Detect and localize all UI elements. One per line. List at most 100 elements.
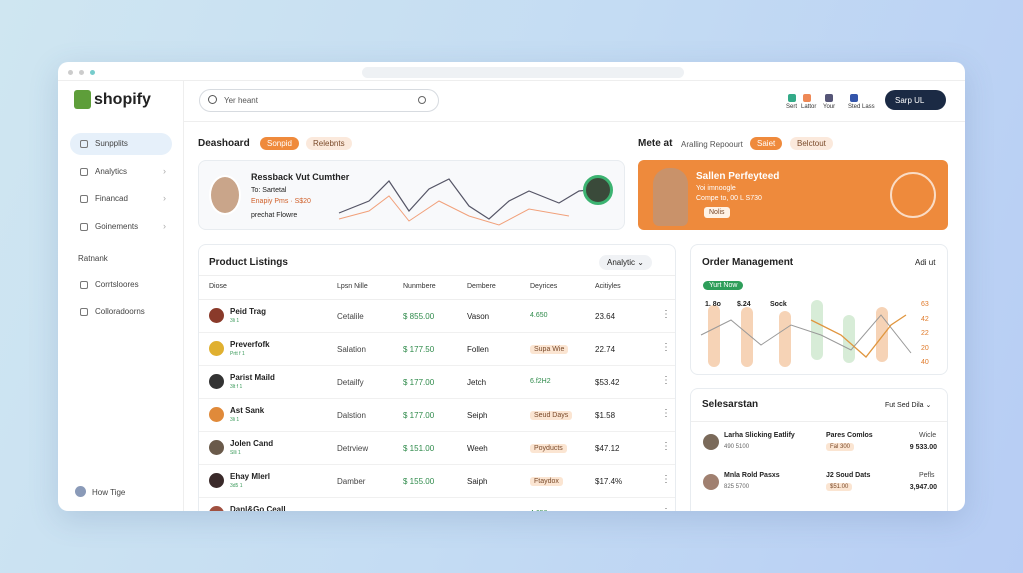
- row-menu[interactable]: ⋮: [661, 441, 671, 452]
- icon-label: Your: [823, 104, 836, 110]
- price: $ 177.00: [403, 378, 435, 387]
- price: $ 177.50: [403, 345, 435, 354]
- avatar: [209, 374, 224, 389]
- product-name[interactable]: Danl&Go Ceall: [230, 505, 286, 511]
- product-name[interactable]: Preverfofk: [230, 340, 270, 349]
- cell: Seiph: [467, 411, 488, 420]
- badge: [890, 172, 936, 218]
- row-menu[interactable]: ⋮: [661, 408, 671, 419]
- nav-icon: [80, 222, 88, 231]
- link[interactable]: Aralling Repoourt: [681, 140, 743, 149]
- pill[interactable]: Belctout: [790, 137, 833, 150]
- nav-item[interactable]: Financad: [95, 194, 128, 203]
- row-menu[interactable]: ⋮: [661, 342, 671, 353]
- cell: $17.4%: [595, 477, 623, 486]
- filter[interactable]: Fut Sed Dila ⌄: [885, 402, 932, 409]
- product-name[interactable]: Jolen Cand: [230, 439, 274, 448]
- column-header: Lpsn Nille: [337, 283, 368, 290]
- avatar: [209, 308, 224, 323]
- sidebar-footer[interactable]: How Tige: [92, 488, 126, 497]
- row-menu[interactable]: ⋮: [661, 474, 671, 485]
- cell: $53.42: [595, 378, 620, 387]
- nav-item[interactable]: Colloradoorns: [95, 307, 145, 316]
- product-listings: Product Listings Analytic ⌄ Diose Lpsn Ni…: [198, 244, 676, 511]
- stat: 1. 8o: [705, 301, 721, 308]
- header-icon[interactable]: [788, 94, 796, 102]
- address-bar: [362, 67, 684, 78]
- price: S$20: [294, 198, 311, 205]
- sales-panel: Selesarstan Fut Sed Dila ⌄ Larha Slickin…: [690, 388, 948, 511]
- logo: shopify: [94, 91, 151, 108]
- nav-icon: [80, 281, 88, 289]
- scale-label: 20: [921, 344, 929, 352]
- avatar: [209, 506, 224, 511]
- cell: Saiph: [467, 477, 488, 486]
- nav-item[interactable]: Sunpplits: [95, 139, 128, 148]
- active-nav: [70, 133, 172, 155]
- order-management: Order Management Adi ut Yurt Now 1. 8o $.…: [690, 244, 948, 375]
- product-name[interactable]: Parist Maild: [230, 373, 275, 382]
- filter[interactable]: Analytic ⌄: [599, 255, 652, 270]
- header-icon[interactable]: [825, 94, 833, 102]
- panel-action[interactable]: Adi ut: [915, 258, 936, 267]
- search-box[interactable]: Yer heant: [199, 89, 439, 112]
- product-sub: 3lt f 1: [230, 384, 243, 390]
- product-name[interactable]: Peid Trag: [230, 307, 267, 316]
- header-divider: [183, 121, 965, 122]
- user-avatar: [75, 486, 86, 497]
- pill[interactable]: Saiet: [750, 137, 783, 150]
- product-sub: Fal 300: [826, 443, 855, 451]
- card-text: To: Sartetal: [251, 187, 287, 194]
- nav-item[interactable]: Goinements: [95, 221, 139, 231]
- cell: Ftaydox: [530, 477, 563, 486]
- nav-item[interactable]: Analytics: [95, 166, 128, 176]
- nav-section: Ratnank: [78, 254, 108, 263]
- header-button[interactable]: Sarp UL: [885, 90, 946, 110]
- stat: $.24: [737, 301, 751, 308]
- seller-sub: 825 5700: [724, 484, 750, 490]
- avatar: [209, 407, 224, 422]
- seller-name[interactable]: Larha Slicking Eatlify: [724, 432, 795, 439]
- card-footer: prechat Flowre: [251, 212, 298, 219]
- pill[interactable]: Relebnts: [306, 137, 352, 150]
- row-menu[interactable]: ⋮: [661, 375, 671, 386]
- panel-title: Order Management: [702, 257, 794, 268]
- scale-label: 22: [921, 330, 929, 337]
- metric-label: Pefls: [919, 472, 935, 479]
- promo-button[interactable]: Nolis: [704, 207, 730, 218]
- seller-name[interactable]: Mnla Rold Pasxs: [724, 472, 780, 479]
- card-title: Ressback Vut Cumther: [251, 172, 350, 182]
- divider: [199, 365, 675, 366]
- avatar: [583, 175, 613, 205]
- nav-icon: [80, 167, 88, 176]
- cell: Seiph: [467, 510, 487, 511]
- divider: [58, 80, 965, 81]
- column-header: Acitiyles: [595, 283, 621, 290]
- cell: Poyducts: [530, 444, 567, 453]
- cell: Damber: [337, 477, 366, 486]
- price: $ 151.00: [403, 444, 435, 453]
- avatar: [209, 175, 241, 215]
- column-header: Dembere: [467, 283, 496, 290]
- row-menu[interactable]: ⋮: [661, 507, 671, 511]
- feedback-card: Ressback Vut Cumther To: Sartetal Enapiy…: [198, 160, 625, 230]
- cell: Cetalile: [337, 312, 364, 321]
- cell: Dalstion: [337, 411, 366, 420]
- row-menu[interactable]: ⋮: [661, 309, 671, 320]
- header-icon[interactable]: [850, 94, 858, 102]
- header-icon[interactable]: [803, 94, 811, 102]
- avatar: [209, 440, 224, 455]
- divider: [199, 431, 675, 432]
- divider: [199, 299, 675, 300]
- divider: [691, 421, 947, 422]
- product-name[interactable]: Ehay Mlerl: [230, 472, 271, 481]
- divider: [199, 332, 675, 333]
- filter-label: Fut Sed Dila: [885, 402, 924, 409]
- nav-item[interactable]: Corrtsloores: [95, 280, 139, 289]
- price: $ 155.00: [403, 510, 434, 511]
- cell: Seud Days: [530, 411, 573, 420]
- avatar: [209, 341, 224, 356]
- product-name[interactable]: Ast Sank: [230, 406, 265, 415]
- pill[interactable]: Sonpid: [260, 137, 299, 150]
